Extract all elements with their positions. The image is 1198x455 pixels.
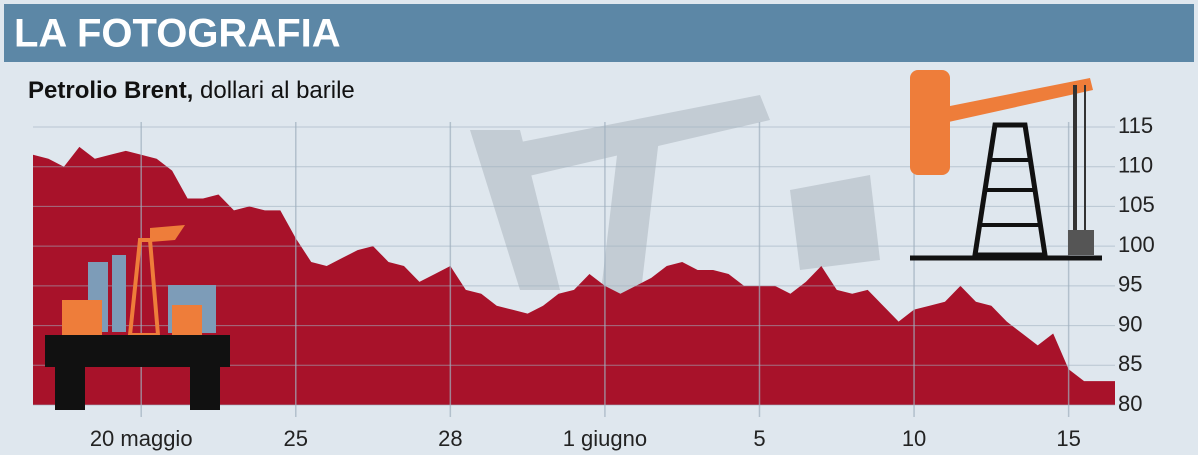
x-tick-label: 10 — [902, 426, 926, 451]
y-tick-label: 105 — [1118, 192, 1155, 217]
y-tick-label: 80 — [1118, 391, 1142, 416]
y-tick-label: 100 — [1118, 232, 1155, 257]
y-tick-label: 90 — [1118, 311, 1142, 336]
subtitle-bold: Petrolio Brent, — [28, 77, 193, 104]
x-tick-label: 1 giugno — [563, 426, 647, 451]
y-tick-label: 110 — [1118, 153, 1153, 178]
chart-subtitle: Petrolio Brent, dollari al barile — [28, 77, 355, 104]
x-tick-label: 25 — [284, 426, 308, 451]
x-tick-label: 20 maggio — [90, 426, 193, 451]
header-bar — [4, 4, 1194, 62]
x-tick-label: 5 — [753, 426, 765, 451]
chart-title: LA FOTOGRAFIA — [14, 12, 341, 56]
area — [33, 146, 1115, 405]
pumpjack-icon — [910, 70, 1102, 261]
x-tick-label: 15 — [1056, 426, 1080, 451]
subtitle-detail: dollari al barile — [200, 77, 355, 104]
y-tick-label: 85 — [1118, 351, 1142, 376]
oil-platform-icon — [45, 225, 230, 410]
y-tick-label: 95 — [1118, 272, 1142, 297]
x-tick-label: 28 — [438, 426, 462, 451]
y-tick-label: 115 — [1118, 113, 1153, 138]
